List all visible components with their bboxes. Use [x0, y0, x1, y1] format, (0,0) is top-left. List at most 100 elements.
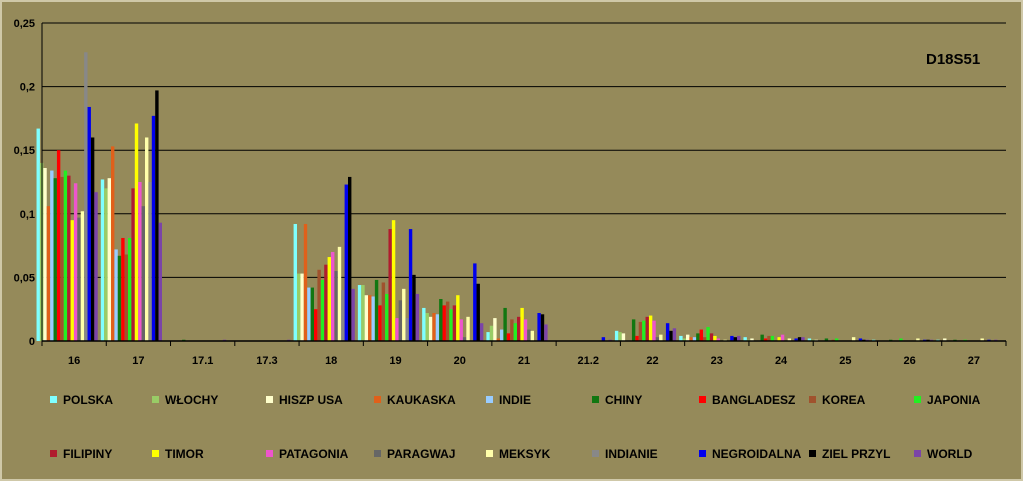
bar	[348, 176, 352, 341]
legend-item: PARAGWAJ	[374, 447, 455, 461]
y-tick-label: 0,15	[14, 145, 35, 157]
bar	[158, 222, 162, 341]
legend-item: POLSKA	[50, 393, 113, 407]
bar	[104, 188, 108, 341]
y-tick-label: 0,05	[14, 272, 35, 284]
y-tick-label: 0,2	[20, 82, 35, 94]
bar	[706, 327, 710, 341]
legend: POLSKA WŁOCHY HISZP USA KAUKASKA INDIE CHINY B…	[50, 393, 981, 461]
legend-swatch	[486, 450, 493, 457]
x-tick-label: 24	[775, 355, 788, 367]
bar	[303, 223, 308, 341]
x-tick-label: 18	[325, 355, 337, 367]
bar	[297, 273, 301, 341]
bar	[652, 320, 656, 341]
bar	[787, 338, 792, 341]
legend-label: INDIE	[499, 393, 531, 407]
bar	[824, 338, 829, 341]
bar	[87, 106, 91, 341]
legend-swatch	[914, 396, 921, 403]
legend-swatch	[374, 396, 381, 403]
bar	[486, 332, 490, 341]
x-tick-label: 25	[839, 355, 851, 367]
x-tick-label: 20	[454, 355, 466, 367]
bar	[107, 178, 111, 341]
bar	[452, 305, 457, 341]
bar	[466, 316, 470, 341]
bar	[899, 338, 903, 341]
bar	[67, 175, 71, 341]
bar	[801, 337, 805, 341]
bar	[428, 316, 433, 341]
bar	[84, 52, 88, 341]
legend-item: BANGLADESZ	[699, 393, 795, 407]
legend-label: WŁOCHY	[165, 393, 218, 407]
bar	[442, 305, 446, 341]
bar	[493, 318, 497, 341]
bar	[703, 337, 707, 341]
bar	[293, 223, 297, 341]
legend-swatch	[152, 450, 159, 457]
bar	[357, 285, 362, 341]
bar	[621, 333, 626, 341]
bar	[36, 128, 40, 341]
bars	[36, 52, 998, 342]
bar	[737, 335, 741, 341]
bar	[794, 338, 798, 341]
bar	[655, 337, 660, 341]
bar	[334, 271, 338, 341]
bar	[374, 279, 379, 341]
bar	[449, 309, 453, 341]
bar	[128, 237, 132, 341]
legend-swatch	[266, 396, 273, 403]
bar	[415, 293, 420, 341]
y-tick-label: 0,25	[14, 18, 35, 30]
legend-swatch	[50, 396, 57, 403]
bar	[635, 335, 639, 341]
bar	[155, 90, 159, 341]
bar	[432, 313, 436, 341]
bar	[300, 273, 304, 341]
legend-label: CHINY	[605, 393, 642, 407]
bar	[686, 334, 690, 341]
axes: 0 0,05 0,1 0,15 0,2 0,25 16 17 17.1 17.3 18 19 20 21 2…	[14, 18, 1007, 367]
gridlines	[42, 22, 1006, 342]
bar	[858, 338, 863, 341]
legend-label: NEGROIDALNA	[712, 447, 802, 461]
bar	[489, 325, 494, 341]
bar	[672, 328, 677, 341]
bar	[114, 249, 118, 341]
bar	[614, 330, 619, 341]
x-tick-label: 21.2	[578, 355, 599, 367]
bar	[46, 206, 51, 341]
bar	[402, 288, 406, 341]
bar	[510, 319, 514, 341]
legend-label: PARAGWAJ	[387, 447, 455, 461]
bar	[520, 307, 524, 341]
bar	[665, 323, 670, 341]
bar	[391, 220, 396, 341]
legend-item: FILIPINY	[50, 447, 112, 461]
bar	[341, 290, 345, 341]
bar	[709, 333, 714, 341]
bar	[462, 337, 467, 341]
bar	[479, 323, 484, 341]
legend-item: CHINY	[592, 393, 642, 407]
x-tick-label: 17.3	[256, 355, 277, 367]
bar	[601, 337, 606, 341]
bar	[395, 318, 399, 341]
bar	[364, 295, 369, 341]
bar	[916, 338, 920, 341]
bar	[378, 305, 382, 341]
bar	[506, 333, 511, 341]
bar	[618, 332, 622, 341]
bar	[750, 338, 754, 341]
bar	[500, 329, 504, 341]
bar	[669, 330, 673, 341]
bar	[473, 263, 477, 341]
bar	[459, 319, 463, 341]
legend-item: TIMOR	[152, 447, 204, 461]
bar	[412, 274, 416, 341]
